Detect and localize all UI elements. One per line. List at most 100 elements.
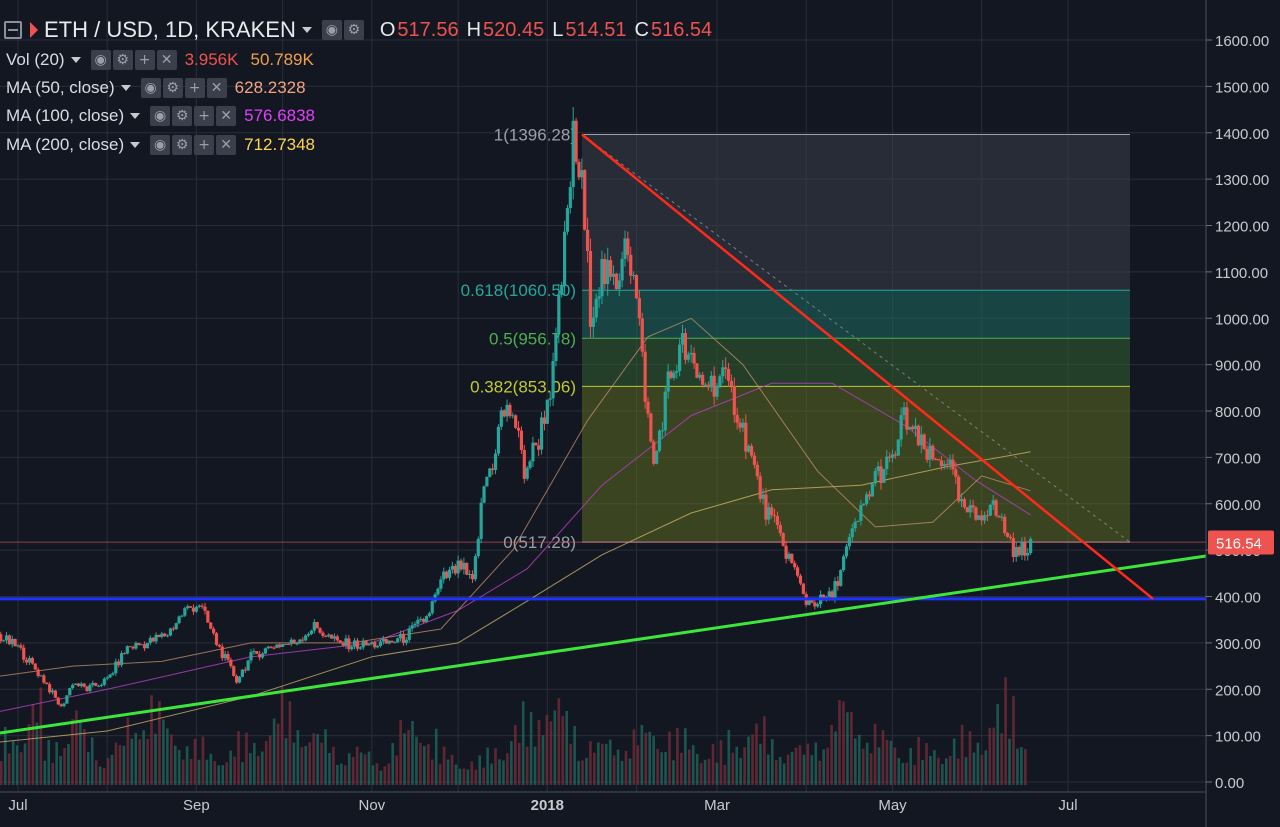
candle-body: [390, 640, 394, 643]
volume-bar: [296, 730, 300, 785]
candle-body: [911, 426, 915, 430]
volume-bar: [324, 729, 327, 785]
volume-bar: [727, 729, 731, 785]
gear-icon[interactable]: ⚙: [112, 50, 133, 70]
candle-body: [424, 616, 429, 622]
chevron-down-icon[interactable]: [301, 27, 312, 33]
volume-bar: [751, 734, 754, 785]
candle-body: [22, 647, 26, 660]
candle-body: [784, 545, 788, 559]
chevron-down-icon[interactable]: [120, 85, 131, 91]
indicator-value: 712.7348: [244, 135, 316, 154]
volume-bar: [470, 761, 474, 785]
volume-bar: [798, 745, 802, 785]
low-value: 514.51: [565, 18, 627, 41]
volume-bar: [521, 701, 525, 785]
indicator-label[interactable]: MA (100, close): [6, 106, 125, 125]
candle-body: [617, 280, 621, 290]
candle-body: [358, 647, 362, 649]
indicator-label[interactable]: MA (200, close): [6, 135, 125, 154]
candle-body: [936, 459, 941, 461]
chevron-down-icon[interactable]: [130, 142, 141, 148]
volume-bar: [450, 754, 454, 785]
volume-bar: [838, 700, 841, 785]
candle-body: [842, 556, 846, 571]
candle-body: [7, 635, 11, 645]
candle-body: [465, 562, 469, 575]
volume-bar: [63, 747, 66, 785]
symbol-flag-icon: [30, 22, 38, 38]
candle-body: [68, 688, 72, 696]
candle-body: [200, 605, 204, 607]
volume-bar: [767, 754, 770, 785]
volume-bar: [905, 762, 909, 785]
eye-icon[interactable]: ◉: [90, 50, 111, 70]
volume-bar: [699, 762, 703, 785]
candle-body: [919, 434, 923, 446]
candle-body: [890, 454, 895, 458]
candle-body: [744, 422, 748, 452]
volume-bar: [332, 746, 335, 785]
fibonacci-retracement[interactable]: 1(1396.28) 0.618(1060.50) 0.5(956.78) 0.382…: [0, 125, 1206, 552]
candle-body: [493, 453, 498, 471]
candle-body: [315, 622, 319, 629]
volume-bar: [474, 769, 478, 785]
collapse-icon[interactable]: [4, 21, 22, 39]
volume-bar: [652, 736, 655, 785]
descending-resistance-trendline: [581, 133, 1154, 600]
candle-body: [476, 538, 480, 557]
trend-lines[interactable]: [0, 133, 1207, 735]
candle-body: [793, 563, 797, 568]
eye-icon[interactable]: ◉: [140, 78, 161, 98]
volume-bar: [664, 751, 667, 785]
candle-body: [13, 638, 17, 647]
volume-bar: [407, 730, 410, 785]
volume-bar: [1004, 677, 1007, 785]
volume-bar: [506, 753, 509, 785]
plus-icon[interactable]: +: [184, 78, 205, 98]
gear-icon[interactable]: ⚙: [162, 78, 183, 98]
candle-body: [718, 376, 722, 387]
high-value: 520.45: [483, 18, 545, 41]
volume-bar: [921, 760, 924, 785]
candle-body: [119, 653, 124, 666]
volume-bar: [280, 686, 284, 785]
candle-body: [724, 367, 728, 370]
chevron-down-icon[interactable]: [130, 113, 141, 119]
price-tick-label: 1500.00: [1215, 79, 1269, 96]
volume-bar: [39, 687, 43, 785]
gear-icon[interactable]: ⚙: [172, 135, 193, 155]
candle-body: [657, 430, 662, 451]
volume-bar: [379, 770, 383, 785]
close-icon[interactable]: ✕: [216, 106, 237, 126]
eye-icon[interactable]: ◉: [150, 135, 171, 155]
close-icon[interactable]: ✕: [156, 50, 177, 70]
candle-body: [56, 697, 60, 705]
candle-body: [232, 666, 236, 676]
eye-icon[interactable]: ◉: [321, 20, 342, 40]
candle-body: [985, 515, 990, 517]
plus-icon[interactable]: +: [134, 50, 155, 70]
volume-bar: [272, 718, 276, 785]
volume-bar: [411, 720, 414, 785]
candle-body: [542, 417, 547, 424]
chevron-down-icon[interactable]: [70, 57, 81, 63]
plus-icon[interactable]: +: [194, 106, 215, 126]
volume-bar: [731, 752, 735, 785]
plus-icon[interactable]: +: [194, 135, 215, 155]
symbol-title[interactable]: ETH / USD, 1D, KRAKEN: [44, 17, 296, 42]
close-icon[interactable]: ✕: [206, 78, 227, 98]
gear-icon[interactable]: ⚙: [172, 106, 193, 126]
close-icon[interactable]: ✕: [216, 135, 237, 155]
indicator-label[interactable]: Vol (20): [6, 50, 65, 69]
volume-bar: [83, 729, 86, 785]
eye-icon[interactable]: ◉: [150, 106, 171, 126]
candle-body: [844, 546, 849, 557]
gear-icon[interactable]: ⚙: [343, 20, 364, 40]
volume-bar: [249, 753, 252, 785]
candle-body: [332, 636, 337, 639]
candle-body: [19, 645, 23, 648]
volume-bar: [956, 758, 960, 785]
indicator-label[interactable]: MA (50, close): [6, 78, 115, 97]
